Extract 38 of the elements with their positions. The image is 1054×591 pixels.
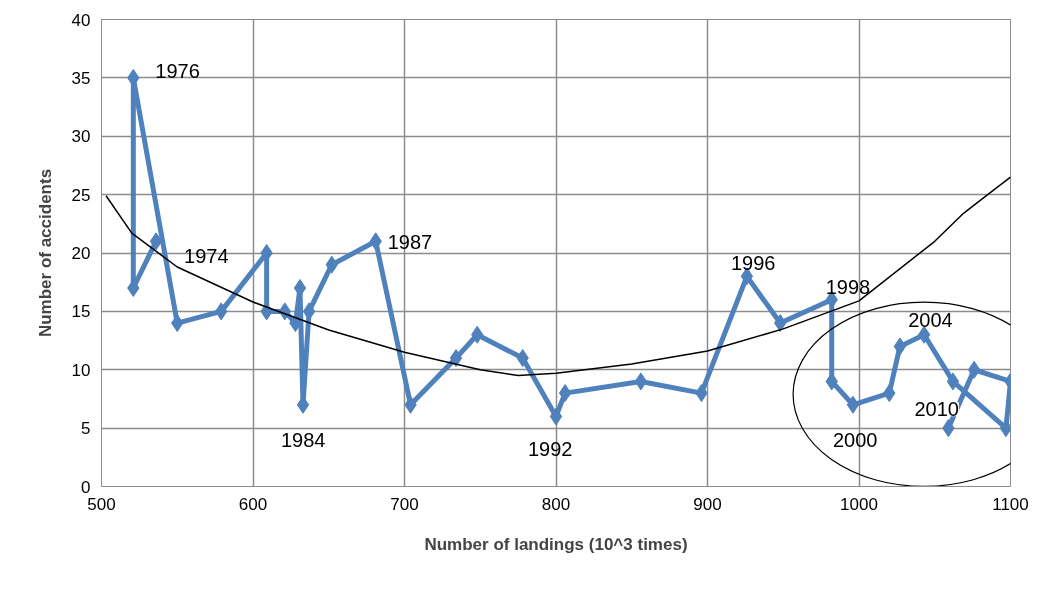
annotation: 1992: [528, 438, 573, 461]
line-series: [105, 176, 1011, 377]
x-tick-label: 1100: [992, 494, 1029, 514]
x-tick-label: 900: [693, 494, 722, 514]
y-tick-label: 15: [71, 302, 91, 322]
annotation: 1996: [730, 252, 776, 275]
point: [558, 384, 572, 403]
y-tick-label: 0: [81, 477, 91, 497]
y-tick-label: 20: [71, 244, 91, 263]
annotation: 1984: [280, 428, 326, 451]
annotation: 2004: [908, 308, 953, 331]
x-tick-label: 700: [390, 494, 419, 514]
y-tick-label: 5: [81, 419, 91, 439]
y-tick-label: 30: [71, 127, 91, 147]
y-tick-label: 40: [71, 10, 91, 30]
annotation: 1976: [155, 59, 200, 82]
point: [846, 395, 860, 414]
y-tick-label: 25: [71, 185, 91, 205]
annotation: 1987: [387, 231, 433, 254]
point: [967, 360, 981, 379]
annotation: 2000: [832, 428, 878, 451]
annotation: 1998: [825, 275, 871, 298]
point: [634, 372, 648, 391]
annotation: 1974: [184, 245, 229, 268]
point: [946, 372, 960, 391]
point: [149, 232, 163, 251]
x-tick-label: 1000: [840, 494, 878, 514]
annotation: 2010: [914, 398, 959, 421]
y-tick-label: 35: [71, 68, 91, 88]
y-axis-title: Number of accidents: [35, 168, 55, 338]
x-tick-label: 800: [541, 494, 571, 514]
point: [449, 349, 463, 368]
x-axis-title: Number of landings (10^3 times): [424, 534, 688, 554]
x-tick-label: 500: [87, 494, 116, 514]
y-tick-label: 10: [71, 360, 91, 380]
point: [549, 407, 563, 426]
x-tick-label: 600: [238, 494, 268, 514]
point: [893, 337, 907, 356]
